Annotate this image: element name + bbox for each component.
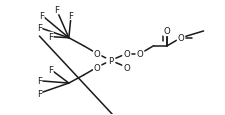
Text: O: O bbox=[123, 50, 129, 59]
Text: F: F bbox=[37, 24, 42, 33]
Text: F: F bbox=[37, 77, 42, 86]
Text: O: O bbox=[136, 50, 143, 59]
Text: O: O bbox=[93, 50, 100, 59]
Text: F: F bbox=[48, 33, 53, 42]
Text: F: F bbox=[37, 89, 42, 98]
Text: P: P bbox=[108, 56, 113, 65]
Text: O: O bbox=[123, 63, 129, 72]
Text: O: O bbox=[163, 27, 170, 36]
Text: F: F bbox=[54, 6, 59, 15]
Text: F: F bbox=[68, 12, 73, 20]
Text: O: O bbox=[93, 63, 100, 72]
Text: F: F bbox=[48, 65, 53, 74]
Text: O: O bbox=[177, 34, 184, 43]
Text: F: F bbox=[39, 12, 44, 20]
